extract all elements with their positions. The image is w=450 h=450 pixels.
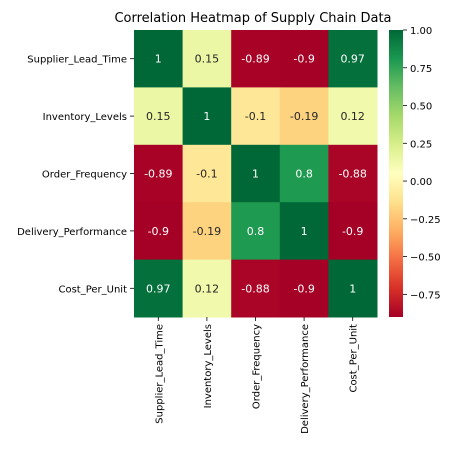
y-tick-label: Order_Frequency bbox=[42, 170, 127, 181]
y-axis-tick-labels: Supplier_Lead_Time Inventory_Levels Order_… bbox=[17, 55, 134, 295]
colorbar-tick-label: −0.25 bbox=[410, 215, 441, 226]
heatmap-cell-value: -0.1 bbox=[245, 110, 266, 123]
heatmap-cell bbox=[279, 30, 329, 88]
y-tick-label: Supplier_Lead_Time bbox=[27, 55, 127, 66]
heatmap-cell bbox=[134, 87, 184, 146]
heatmap-cell-value: 0.15 bbox=[195, 53, 220, 66]
heatmap-cell-value: 0.8 bbox=[247, 225, 265, 238]
colorbar bbox=[389, 30, 403, 317]
heatmap-cell-value: 1 bbox=[252, 168, 259, 181]
colorbar-tick-label: 1.00 bbox=[410, 26, 432, 37]
heatmap-cell-value: 1 bbox=[301, 225, 308, 238]
heatmap-cell bbox=[182, 87, 232, 146]
colorbar-tick-label: 0.25 bbox=[410, 139, 432, 150]
heatmap-cell-value: -0.19 bbox=[193, 225, 221, 238]
heatmap-cell bbox=[328, 30, 378, 88]
heatmap-cell-value: 0.15 bbox=[146, 110, 171, 123]
heatmap-cells: 1 0.15 -0.89 -0.9 0.97 0.15 1 -0.1 -0.19 0.12 -0.8… bbox=[134, 30, 378, 318]
heatmap-cell bbox=[231, 259, 281, 318]
heatmap-cell-value: 0.12 bbox=[340, 110, 365, 123]
heatmap-cell bbox=[182, 30, 232, 88]
heatmap-cell bbox=[134, 259, 184, 318]
heatmap-cell bbox=[182, 144, 232, 203]
x-axis-tick-labels: Supplier_Lead_Time Inventory_Levels Order_… bbox=[154, 317, 360, 434]
heatmap-cell-value: 1 bbox=[349, 282, 356, 295]
heatmap-cell-value: -0.9 bbox=[293, 53, 314, 66]
heatmap-cell bbox=[134, 202, 184, 261]
heatmap-cell-value: 1 bbox=[155, 53, 162, 66]
heatmap-cell-value: 0.12 bbox=[195, 282, 220, 295]
heatmap-cell-value: -0.88 bbox=[338, 168, 366, 181]
heatmap-cell-value: 0.97 bbox=[340, 53, 365, 66]
heatmap-cell-value: 0.8 bbox=[295, 168, 313, 181]
heatmap-cell-value: -0.19 bbox=[290, 110, 318, 123]
heatmap-cell-value: 1 bbox=[203, 110, 210, 123]
heatmap-cell bbox=[279, 144, 329, 203]
x-tick-label: Order_Frequency bbox=[252, 324, 263, 409]
heatmap-cell bbox=[231, 144, 281, 203]
heatmap-cell bbox=[134, 30, 184, 88]
heatmap-cell bbox=[182, 202, 232, 261]
heatmap-cell-value: -0.9 bbox=[342, 225, 363, 238]
heatmap-cell bbox=[231, 202, 281, 261]
heatmap-cell-value: -0.89 bbox=[144, 168, 172, 181]
colorbar-tick-label: −0.75 bbox=[410, 290, 441, 301]
heatmap-cell bbox=[279, 259, 329, 318]
heatmap-cell bbox=[328, 87, 378, 146]
heatmap-cell bbox=[182, 259, 232, 318]
heatmap-cell bbox=[134, 144, 184, 203]
heatmap-cell bbox=[279, 202, 329, 261]
chart-title: Correlation Heatmap of Supply Chain Data bbox=[114, 11, 391, 26]
heatmap-cell-value: -0.88 bbox=[241, 282, 269, 295]
y-tick-label: Inventory_Levels bbox=[43, 112, 127, 123]
heatmap-cell-value: -0.9 bbox=[148, 225, 169, 238]
x-tick-label: Delivery_Performance bbox=[300, 324, 311, 434]
heatmap-cell-value: -0.1 bbox=[196, 168, 217, 181]
colorbar-tick-label: −0.50 bbox=[410, 253, 441, 264]
colorbar-tick-labels: 1.00 0.75 0.50 0.25 0.00 −0.25 −0.50 −0.75 bbox=[403, 26, 441, 301]
heatmap-cell bbox=[279, 87, 329, 146]
colorbar-tick-label: 0.50 bbox=[410, 102, 432, 113]
colorbar-gradient bbox=[389, 30, 403, 317]
heatmap-cell bbox=[328, 202, 378, 261]
colorbar-tick-label: 0.00 bbox=[410, 177, 432, 188]
heatmap-cell-value: -0.9 bbox=[293, 282, 314, 295]
heatmap-cell-value: 0.97 bbox=[146, 282, 171, 295]
heatmap-cell bbox=[231, 87, 281, 146]
heatmap-cell bbox=[231, 30, 281, 88]
y-tick-label: Delivery_Performance bbox=[17, 227, 127, 238]
x-tick-label: Supplier_Lead_Time bbox=[154, 324, 165, 424]
heatmap-cell bbox=[328, 144, 378, 203]
heatmap-cell bbox=[328, 259, 378, 318]
colorbar-tick-label: 0.75 bbox=[410, 64, 432, 75]
x-tick-label: Inventory_Levels bbox=[203, 324, 214, 408]
x-tick-label: Cost_Per_Unit bbox=[349, 324, 360, 393]
y-tick-label: Cost_Per_Unit bbox=[58, 284, 127, 295]
heatmap-cell-value: -0.89 bbox=[241, 53, 269, 66]
